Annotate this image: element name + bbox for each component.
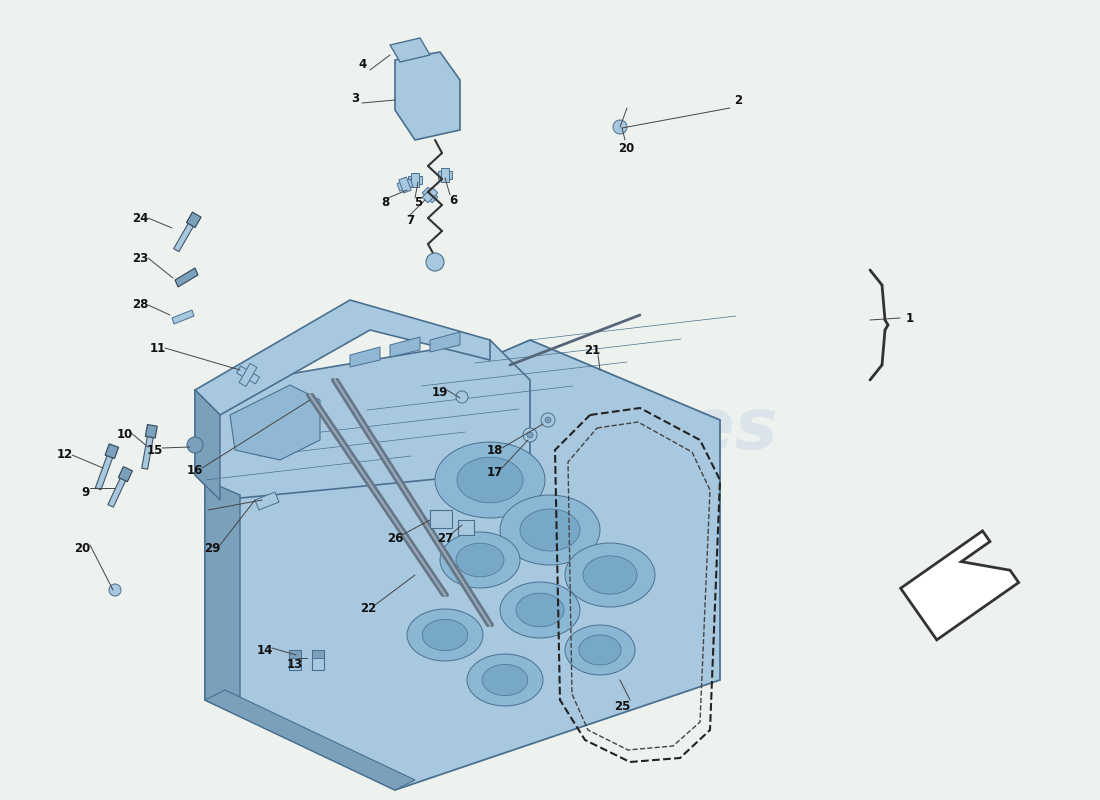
Ellipse shape [500, 495, 600, 565]
Text: eurospares: eurospares [321, 395, 779, 465]
Polygon shape [430, 332, 460, 352]
Text: 17: 17 [487, 466, 503, 478]
Text: 5: 5 [414, 195, 422, 209]
Ellipse shape [407, 609, 483, 661]
Ellipse shape [579, 635, 621, 665]
Text: 15: 15 [146, 443, 163, 457]
Text: 16: 16 [187, 463, 204, 477]
Polygon shape [408, 176, 422, 184]
Text: 26: 26 [387, 531, 404, 545]
Polygon shape [430, 510, 452, 528]
Ellipse shape [456, 457, 522, 503]
Text: 14: 14 [256, 643, 273, 657]
Text: 11: 11 [150, 342, 166, 354]
Circle shape [187, 437, 204, 453]
Text: 13: 13 [287, 658, 304, 671]
Text: 23: 23 [132, 251, 148, 265]
Circle shape [109, 584, 121, 596]
Ellipse shape [520, 509, 580, 551]
Polygon shape [205, 690, 415, 790]
Text: 24: 24 [132, 211, 148, 225]
Text: 19: 19 [432, 386, 448, 398]
Text: 2: 2 [734, 94, 742, 106]
Polygon shape [255, 492, 279, 510]
Polygon shape [195, 390, 220, 500]
Polygon shape [106, 444, 119, 458]
Ellipse shape [482, 664, 528, 695]
Text: 20: 20 [74, 542, 90, 554]
Text: 7: 7 [406, 214, 414, 226]
Text: 21: 21 [584, 343, 601, 357]
Ellipse shape [565, 543, 654, 607]
Ellipse shape [440, 532, 520, 588]
Polygon shape [119, 466, 132, 482]
Text: 1: 1 [906, 311, 914, 325]
Polygon shape [142, 430, 154, 470]
Circle shape [541, 413, 556, 427]
Polygon shape [399, 177, 411, 193]
Text: 9: 9 [81, 486, 90, 498]
Ellipse shape [565, 625, 635, 675]
Polygon shape [395, 52, 460, 140]
Text: 27: 27 [437, 531, 453, 545]
Polygon shape [186, 212, 201, 227]
Polygon shape [411, 173, 419, 187]
Polygon shape [350, 347, 380, 367]
Text: 28: 28 [132, 298, 148, 311]
Text: 12: 12 [57, 449, 73, 462]
Text: 8: 8 [381, 195, 389, 209]
Ellipse shape [422, 619, 468, 650]
Polygon shape [901, 531, 1019, 640]
Polygon shape [174, 218, 196, 252]
Polygon shape [195, 300, 490, 415]
Circle shape [613, 120, 627, 134]
Polygon shape [289, 650, 301, 670]
Text: 18: 18 [487, 443, 503, 457]
Polygon shape [458, 520, 474, 535]
Text: 29: 29 [204, 542, 220, 554]
Polygon shape [438, 171, 452, 179]
Polygon shape [312, 650, 324, 670]
Ellipse shape [516, 594, 564, 627]
Ellipse shape [468, 654, 543, 706]
Polygon shape [236, 366, 260, 384]
Ellipse shape [583, 556, 637, 594]
Polygon shape [390, 337, 420, 357]
Polygon shape [422, 187, 438, 202]
Polygon shape [175, 268, 198, 287]
Polygon shape [397, 179, 412, 191]
Polygon shape [205, 480, 240, 715]
Circle shape [522, 428, 537, 442]
Polygon shape [96, 450, 114, 490]
Polygon shape [422, 187, 438, 202]
Circle shape [456, 391, 468, 403]
Circle shape [527, 432, 534, 438]
Circle shape [544, 417, 551, 423]
Ellipse shape [456, 543, 504, 577]
Polygon shape [441, 168, 449, 182]
Polygon shape [108, 473, 128, 507]
Text: 22: 22 [360, 602, 376, 614]
Polygon shape [205, 340, 720, 790]
Polygon shape [172, 310, 194, 324]
Polygon shape [145, 425, 157, 438]
Text: 25: 25 [614, 699, 630, 713]
Polygon shape [239, 363, 257, 386]
Text: 3: 3 [351, 91, 359, 105]
Polygon shape [289, 650, 301, 658]
Polygon shape [195, 340, 530, 500]
Ellipse shape [500, 582, 580, 638]
Text: 10: 10 [117, 429, 133, 442]
Polygon shape [312, 650, 324, 658]
Text: 4: 4 [359, 58, 367, 71]
Text: 20: 20 [618, 142, 634, 154]
Ellipse shape [434, 442, 544, 518]
Circle shape [426, 253, 444, 271]
Polygon shape [230, 385, 320, 460]
Text: 6: 6 [449, 194, 458, 206]
Polygon shape [390, 38, 430, 62]
